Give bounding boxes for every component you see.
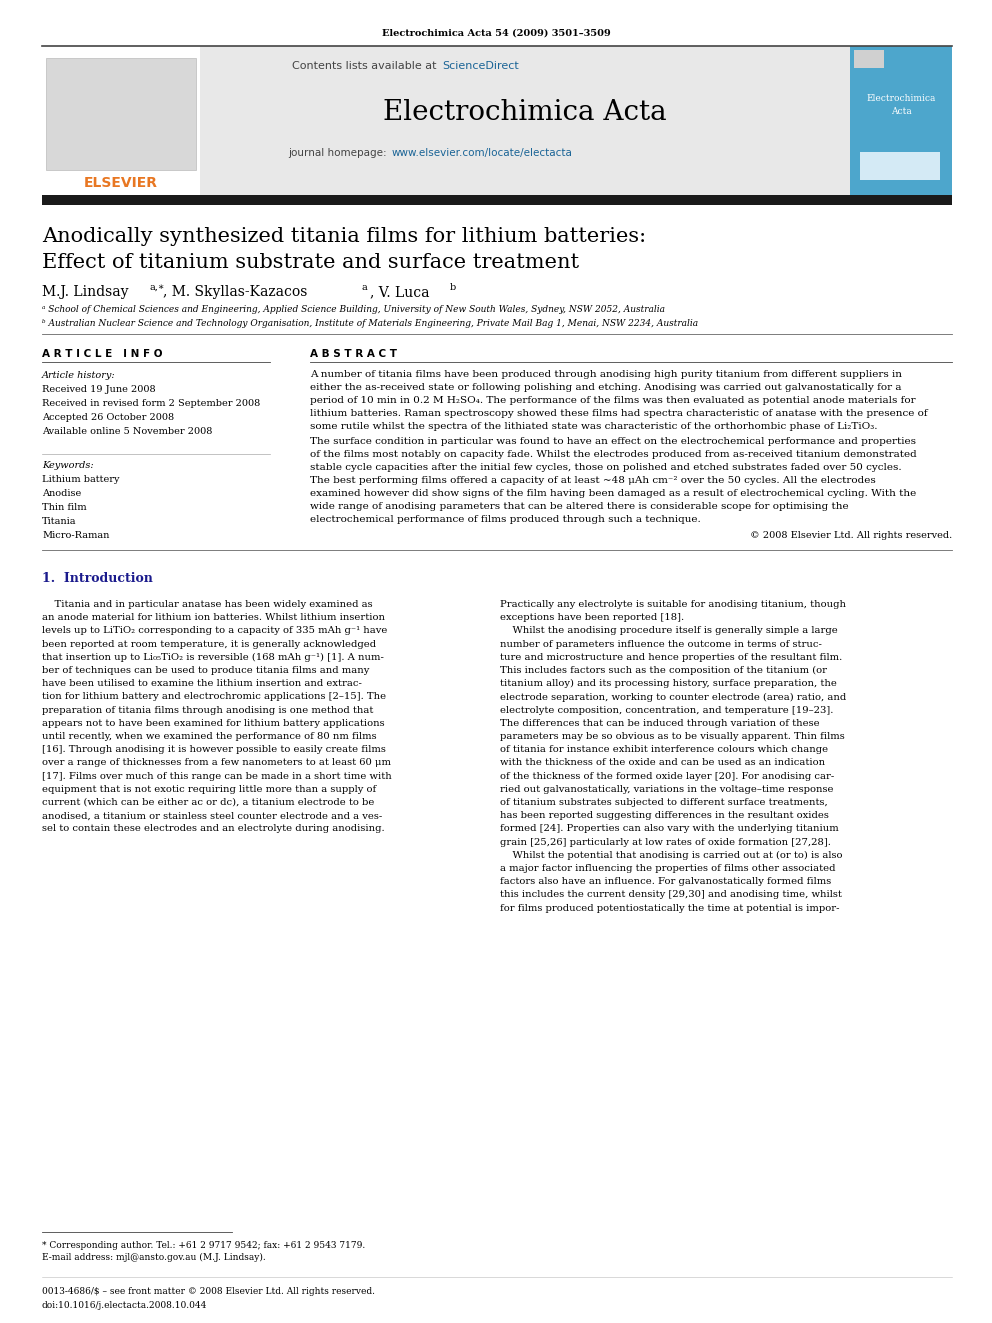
Text: A R T I C L E   I N F O: A R T I C L E I N F O bbox=[42, 349, 163, 359]
Bar bbox=[200, 46, 850, 194]
Text: Anodically synthesized titania films for lithium batteries:: Anodically synthesized titania films for… bbox=[42, 228, 646, 246]
Text: lithium batteries. Raman spectroscopy showed these films had spectra characteris: lithium batteries. Raman spectroscopy sh… bbox=[310, 409, 928, 418]
Text: The best performing films offered a capacity of at least ~48 μAh cm⁻² over the 5: The best performing films offered a capa… bbox=[310, 476, 876, 486]
Text: over a range of thicknesses from a few nanometers to at least 60 μm: over a range of thicknesses from a few n… bbox=[42, 758, 391, 767]
Text: E-mail address: mjl@ansto.gov.au (M.J. Lindsay).: E-mail address: mjl@ansto.gov.au (M.J. L… bbox=[42, 1253, 266, 1262]
Text: www.elsevier.com/locate/electacta: www.elsevier.com/locate/electacta bbox=[392, 148, 572, 157]
Text: ᵇ Australian Nuclear Science and Technology Organisation, Institute of Materials: ᵇ Australian Nuclear Science and Technol… bbox=[42, 319, 698, 328]
Text: grain [25,26] particularly at low rates of oxide formation [27,28].: grain [25,26] particularly at low rates … bbox=[500, 837, 831, 847]
Bar bbox=[46, 58, 196, 169]
Text: M.J. Lindsay: M.J. Lindsay bbox=[42, 284, 129, 299]
Text: electrochemical performance of films produced through such a technique.: electrochemical performance of films pro… bbox=[310, 515, 700, 524]
Text: appears not to have been examined for lithium battery applications: appears not to have been examined for li… bbox=[42, 718, 385, 728]
Text: A number of titania films have been produced through anodising high purity titan: A number of titania films have been prod… bbox=[310, 370, 902, 378]
Text: of titania for instance exhibit interference colours which change: of titania for instance exhibit interfer… bbox=[500, 745, 828, 754]
Text: ELSEVIER: ELSEVIER bbox=[84, 176, 158, 191]
Bar bbox=[854, 50, 884, 67]
Text: has been reported suggesting differences in the resultant oxides: has been reported suggesting differences… bbox=[500, 811, 829, 820]
Text: Accepted 26 October 2008: Accepted 26 October 2008 bbox=[42, 413, 175, 422]
Text: titanium alloy) and its processing history, surface preparation, the: titanium alloy) and its processing histo… bbox=[500, 679, 837, 688]
Text: a major factor influencing the properties of films other associated: a major factor influencing the propertie… bbox=[500, 864, 835, 873]
Text: ber of techniques can be used to produce titania films and many: ber of techniques can be used to produce… bbox=[42, 665, 369, 675]
Text: equipment that is not exotic requiring little more than a supply of: equipment that is not exotic requiring l… bbox=[42, 785, 376, 794]
Text: Contents lists available at: Contents lists available at bbox=[292, 61, 440, 71]
Text: b: b bbox=[450, 283, 456, 291]
Text: © 2008 Elsevier Ltd. All rights reserved.: © 2008 Elsevier Ltd. All rights reserved… bbox=[750, 532, 952, 541]
Text: period of 10 min in 0.2 M H₂SO₄. The performance of the films was then evaluated: period of 10 min in 0.2 M H₂SO₄. The per… bbox=[310, 396, 916, 405]
Text: electrode separation, working to counter electrode (area) ratio, and: electrode separation, working to counter… bbox=[500, 692, 846, 701]
Text: been reported at room temperature, it is generally acknowledged: been reported at room temperature, it is… bbox=[42, 639, 376, 648]
Text: * Corresponding author. Tel.: +61 2 9717 9542; fax: +61 2 9543 7179.: * Corresponding author. Tel.: +61 2 9717… bbox=[42, 1241, 365, 1249]
Bar bbox=[860, 152, 940, 180]
Text: Effect of titanium substrate and surface treatment: Effect of titanium substrate and surface… bbox=[42, 253, 579, 271]
Text: have been utilised to examine the lithium insertion and extrac-: have been utilised to examine the lithiu… bbox=[42, 679, 362, 688]
Text: anodised, a titanium or stainless steel counter electrode and a ves-: anodised, a titanium or stainless steel … bbox=[42, 811, 382, 820]
Text: A B S T R A C T: A B S T R A C T bbox=[310, 349, 397, 359]
Text: either the as-received state or following polishing and etching. Anodising was c: either the as-received state or followin… bbox=[310, 382, 902, 392]
Text: Whilst the potential that anodising is carried out at (or to) is also: Whilst the potential that anodising is c… bbox=[500, 851, 842, 860]
Text: for films produced potentiostatically the time at potential is impor-: for films produced potentiostatically th… bbox=[500, 904, 839, 913]
Text: with the thickness of the oxide and can be used as an indication: with the thickness of the oxide and can … bbox=[500, 758, 825, 767]
Text: Electrochimica
Acta: Electrochimica Acta bbox=[866, 94, 935, 115]
Text: ScienceDirect: ScienceDirect bbox=[442, 61, 519, 71]
Bar bbox=[42, 194, 952, 205]
Text: sel to contain these electrodes and an electrolyte during anodising.: sel to contain these electrodes and an e… bbox=[42, 824, 385, 833]
Text: doi:10.1016/j.electacta.2008.10.044: doi:10.1016/j.electacta.2008.10.044 bbox=[42, 1301, 207, 1310]
Text: Micro-Raman: Micro-Raman bbox=[42, 531, 109, 540]
Text: Keywords:: Keywords: bbox=[42, 460, 93, 470]
Text: exceptions have been reported [18].: exceptions have been reported [18]. bbox=[500, 613, 684, 622]
Text: Titania: Titania bbox=[42, 516, 76, 525]
Bar bbox=[850, 46, 952, 194]
Text: formed [24]. Properties can also vary with the underlying titanium: formed [24]. Properties can also vary wi… bbox=[500, 824, 839, 833]
Text: Electrochimica Acta 54 (2009) 3501–3509: Electrochimica Acta 54 (2009) 3501–3509 bbox=[382, 29, 610, 37]
Text: Titania and in particular anatase has been widely examined as: Titania and in particular anatase has be… bbox=[42, 601, 373, 609]
Text: Lithium battery: Lithium battery bbox=[42, 475, 119, 483]
Text: Available online 5 November 2008: Available online 5 November 2008 bbox=[42, 426, 212, 435]
Text: until recently, when we examined the performance of 80 nm films: until recently, when we examined the per… bbox=[42, 732, 377, 741]
Text: electrolyte composition, concentration, and temperature [19–23].: electrolyte composition, concentration, … bbox=[500, 705, 833, 714]
Text: of the thickness of the formed oxide layer [20]. For anodising car-: of the thickness of the formed oxide lay… bbox=[500, 771, 834, 781]
Text: parameters may be so obvious as to be visually apparent. Thin films: parameters may be so obvious as to be vi… bbox=[500, 732, 845, 741]
Text: preparation of titania films through anodising is one method that: preparation of titania films through ano… bbox=[42, 705, 373, 714]
Text: of titanium substrates subjected to different surface treatments,: of titanium substrates subjected to diff… bbox=[500, 798, 827, 807]
Text: Whilst the anodising procedure itself is generally simple a large: Whilst the anodising procedure itself is… bbox=[500, 626, 838, 635]
Text: [16]. Through anodising it is however possible to easily create films: [16]. Through anodising it is however po… bbox=[42, 745, 386, 754]
Text: Practically any electrolyte is suitable for anodising titanium, though: Practically any electrolyte is suitable … bbox=[500, 601, 846, 609]
Text: number of parameters influence the outcome in terms of struc-: number of parameters influence the outco… bbox=[500, 639, 822, 648]
Text: 0013-4686/$ – see front matter © 2008 Elsevier Ltd. All rights reserved.: 0013-4686/$ – see front matter © 2008 El… bbox=[42, 1286, 375, 1295]
Text: Thin film: Thin film bbox=[42, 503, 86, 512]
Text: ried out galvanostatically, variations in the voltage–time response: ried out galvanostatically, variations i… bbox=[500, 785, 833, 794]
Text: journal homepage:: journal homepage: bbox=[288, 148, 390, 157]
Text: Article history:: Article history: bbox=[42, 372, 116, 381]
Text: 1.  Introduction: 1. Introduction bbox=[42, 572, 153, 585]
Text: an anode material for lithium ion batteries. Whilst lithium insertion: an anode material for lithium ion batter… bbox=[42, 613, 385, 622]
Text: The surface condition in particular was found to have an effect on the electroch: The surface condition in particular was … bbox=[310, 437, 916, 446]
Text: The differences that can be induced through variation of these: The differences that can be induced thro… bbox=[500, 718, 819, 728]
Text: , M. Skyllas-Kazacos: , M. Skyllas-Kazacos bbox=[163, 284, 308, 299]
Text: a: a bbox=[362, 283, 368, 291]
Text: of the films most notably on capacity fade. Whilst the electrodes produced from : of the films most notably on capacity fa… bbox=[310, 450, 917, 459]
Text: wide range of anodising parameters that can be altered there is considerable sco: wide range of anodising parameters that … bbox=[310, 501, 848, 511]
Text: this includes the current density [29,30] and anodising time, whilst: this includes the current density [29,30… bbox=[500, 890, 842, 900]
Text: , V. Luca: , V. Luca bbox=[370, 284, 430, 299]
Text: tion for lithium battery and electrochromic applications [2–15]. The: tion for lithium battery and electrochro… bbox=[42, 692, 386, 701]
Text: ᵃ School of Chemical Sciences and Engineering, Applied Science Building, Univers: ᵃ School of Chemical Sciences and Engine… bbox=[42, 306, 665, 315]
Text: factors also have an influence. For galvanostatically formed films: factors also have an influence. For galv… bbox=[500, 877, 831, 886]
Text: ture and microstructure and hence properties of the resultant film.: ture and microstructure and hence proper… bbox=[500, 652, 842, 662]
Text: some rutile whilst the spectra of the lithiated state was characteristic of the : some rutile whilst the spectra of the li… bbox=[310, 422, 878, 431]
Text: Anodise: Anodise bbox=[42, 488, 81, 497]
Text: that insertion up to Li₀₅TiO₂ is reversible (168 mAh g⁻¹) [1]. A num-: that insertion up to Li₀₅TiO₂ is reversi… bbox=[42, 652, 384, 662]
Text: This includes factors such as the composition of the titanium (or: This includes factors such as the compos… bbox=[500, 665, 827, 675]
Text: levels up to LiTiO₂ corresponding to a capacity of 335 mAh g⁻¹ have: levels up to LiTiO₂ corresponding to a c… bbox=[42, 626, 387, 635]
Text: [17]. Films over much of this range can be made in a short time with: [17]. Films over much of this range can … bbox=[42, 771, 392, 781]
Text: current (which can be either ac or dc), a titanium electrode to be: current (which can be either ac or dc), … bbox=[42, 798, 374, 807]
Text: Received in revised form 2 September 2008: Received in revised form 2 September 200… bbox=[42, 398, 260, 407]
Text: Electrochimica Acta: Electrochimica Acta bbox=[383, 98, 667, 126]
Text: examined however did show signs of the film having been damaged as a result of e: examined however did show signs of the f… bbox=[310, 490, 917, 497]
Text: a,∗: a,∗ bbox=[149, 283, 165, 291]
Text: stable cycle capacities after the initial few cycles, those on polished and etch: stable cycle capacities after the initia… bbox=[310, 463, 902, 472]
Text: Received 19 June 2008: Received 19 June 2008 bbox=[42, 385, 156, 393]
Bar bbox=[42, 46, 200, 194]
